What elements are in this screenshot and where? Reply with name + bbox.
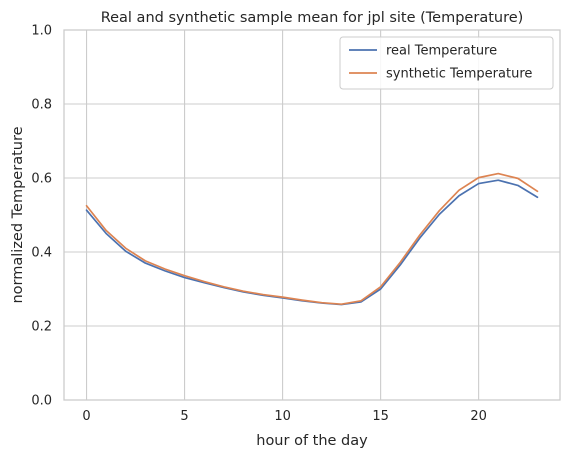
legend-label: synthetic Temperature bbox=[386, 67, 532, 82]
legend-entries: real Temperature synthetic Temperature bbox=[349, 44, 532, 82]
y-tick-label: 0.0 bbox=[31, 394, 52, 409]
x-tick-label: 10 bbox=[274, 409, 291, 424]
y-tick-label: 0.4 bbox=[31, 246, 52, 261]
x-tick-label: 5 bbox=[180, 409, 188, 424]
y-tick-label: 1.0 bbox=[31, 24, 52, 39]
legend-label: real Temperature bbox=[386, 44, 497, 59]
y-axis-label: normalized Temperature bbox=[10, 126, 26, 303]
y-tick-label: 0.2 bbox=[31, 320, 52, 335]
legend-box bbox=[339, 36, 554, 90]
x-tick-label: 15 bbox=[372, 409, 389, 424]
series-lines bbox=[85, 172, 539, 306]
plot-frame bbox=[63, 29, 561, 401]
chart-title: Real and synthetic sample mean for jpl s… bbox=[101, 10, 524, 26]
x-tick-label: 0 bbox=[82, 409, 90, 424]
y-tick-label: 0.6 bbox=[31, 172, 52, 187]
tick-labels: 0 5 10 15 20 0.0 0.2 0.4 0.6 0.8 1.0 bbox=[31, 24, 487, 425]
x-axis-label: hour of the day bbox=[256, 433, 368, 449]
y-tick-label: 0.8 bbox=[31, 98, 52, 113]
series-line-0 bbox=[85, 179, 539, 306]
x-tick-label: 20 bbox=[470, 409, 487, 424]
legend: real Temperature synthetic Temperature bbox=[339, 36, 554, 90]
series-line-1 bbox=[85, 172, 539, 306]
